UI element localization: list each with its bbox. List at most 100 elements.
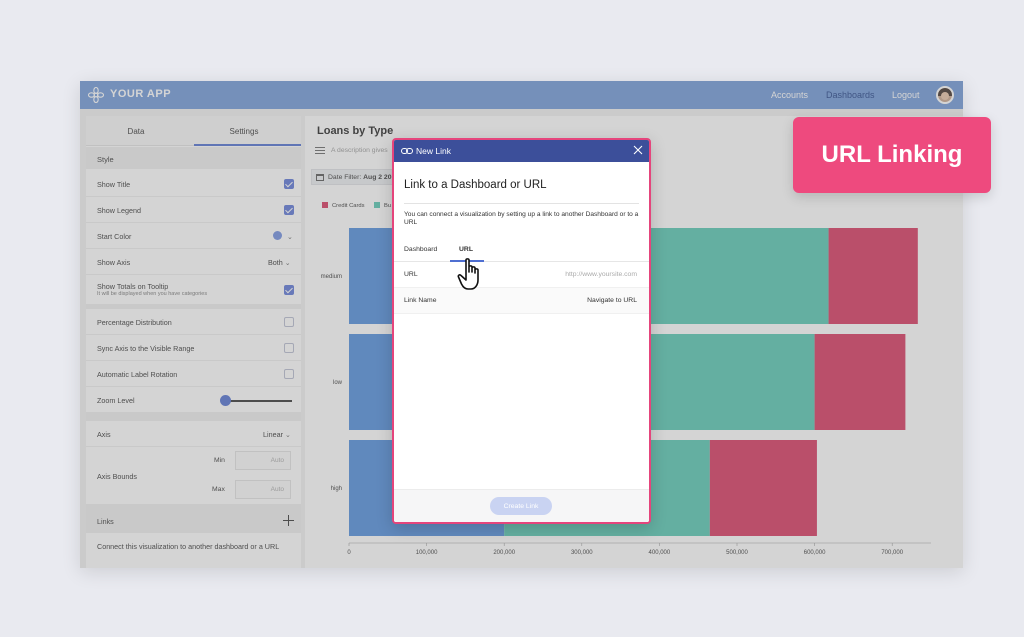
- sync-axis-label: Sync Axis to the Visible Range: [97, 344, 195, 353]
- url-linking-badge: URL Linking: [793, 117, 991, 193]
- description-input[interactable]: A description gives: [331, 147, 388, 154]
- settings-panel: Data Settings Style Show Title Show Lege…: [86, 116, 301, 568]
- close-icon[interactable]: [633, 145, 643, 155]
- modal-divider: [404, 203, 639, 204]
- link-name-label: Link Name: [404, 297, 437, 304]
- y-tick-label: low: [333, 380, 343, 386]
- show-axis-value: Both: [268, 258, 283, 267]
- percentage-checkbox[interactable]: [284, 317, 294, 327]
- legend-label: Bu: [384, 203, 392, 209]
- zoom-slider-track[interactable]: [226, 400, 292, 402]
- auto-rotation-checkbox[interactable]: [284, 369, 294, 379]
- tabs-divider: [394, 261, 649, 262]
- section-spacer: [86, 505, 301, 509]
- url-input[interactable]: http://www.yoursite.com: [565, 271, 637, 278]
- axis-label: Axis: [97, 430, 111, 439]
- link-name-input[interactable]: Navigate to URL: [587, 297, 637, 304]
- nav-logout[interactable]: Logout: [892, 90, 920, 100]
- show-totals-hint: It will be displayed when you have categ…: [97, 291, 208, 297]
- url-label: URL: [404, 271, 418, 278]
- show-legend-checkbox[interactable]: [284, 205, 294, 215]
- y-tick-label: medium: [321, 274, 342, 280]
- show-axis-dropdown[interactable]: Both ⌄: [268, 258, 291, 267]
- show-axis-row: Show Axis Both ⌄: [86, 249, 301, 275]
- date-filter-value: Aug 2 20: [363, 174, 392, 181]
- legend-swatch: [322, 202, 328, 208]
- style-section-header: Style: [86, 147, 301, 169]
- sync-axis-row: Sync Axis to the Visible Range: [86, 335, 301, 361]
- links-description: Connect this visualization to another da…: [97, 542, 280, 551]
- legend-item-bu: Bu: [374, 202, 391, 209]
- new-link-modal: New Link Link to a Dashboard or URL You …: [392, 138, 651, 524]
- avatar[interactable]: [936, 86, 954, 104]
- modal-description: You can connect a visualization by setti…: [404, 211, 639, 226]
- x-tick-label: 700,000: [881, 550, 903, 556]
- percentage-label: Percentage Distribution: [97, 318, 172, 327]
- legend-label: Credit Cards: [332, 203, 365, 209]
- show-totals-checkbox[interactable]: [284, 285, 294, 295]
- x-tick-label: 200,000: [493, 550, 515, 556]
- nav-accounts[interactable]: Accounts: [771, 90, 809, 100]
- axis-max-input[interactable]: Auto: [235, 480, 291, 499]
- tab-settings[interactable]: Settings: [229, 127, 259, 136]
- bar-medium-series-2: [828, 228, 918, 324]
- zoom-level-label: Zoom Level: [97, 396, 135, 405]
- modal-footer: Create Link: [394, 489, 649, 522]
- auto-rotation-row: Automatic Label Rotation: [86, 361, 301, 387]
- percentage-row: Percentage Distribution: [86, 309, 301, 335]
- zoom-level-row: Zoom Level: [86, 387, 301, 413]
- link-name-row: Link Name Navigate to URL: [394, 288, 649, 314]
- links-label: Links: [97, 517, 114, 526]
- bar-low-series-2: [814, 334, 906, 430]
- x-tick-label: 500,000: [726, 550, 748, 556]
- bar-high-series-2: [709, 440, 817, 536]
- x-tick-label: 400,000: [649, 550, 671, 556]
- section-spacer: [86, 413, 301, 421]
- chevron-down-icon[interactable]: ⌄: [287, 234, 293, 241]
- axis-row: Axis Linear ⌄: [86, 421, 301, 447]
- show-title-checkbox[interactable]: [284, 179, 294, 189]
- date-filter-label: Date Filter:: [328, 174, 362, 181]
- auto-rotation-label: Automatic Label Rotation: [97, 370, 178, 379]
- visualization-title: Loans by Type: [317, 125, 394, 137]
- top-navbar: YOUR APP Accounts Dashboards Logout: [80, 81, 963, 109]
- start-color-label: Start Color: [97, 232, 132, 241]
- axis-min-input[interactable]: Auto: [235, 451, 291, 470]
- tab-data[interactable]: Data: [127, 127, 145, 136]
- show-totals-row: Show Totals on Tooltip It will be displa…: [86, 275, 301, 305]
- modal-title: Link to a Dashboard or URL: [404, 179, 547, 191]
- show-totals-label: Show Totals on Tooltip: [97, 282, 169, 291]
- section-spacer: [86, 305, 301, 309]
- y-tick-label: high: [331, 486, 342, 492]
- add-link-plus-icon[interactable]: [283, 515, 294, 526]
- min-label: Min: [214, 457, 225, 464]
- color-picker-swatch[interactable]: [273, 231, 282, 240]
- nav-dashboards[interactable]: Dashboards: [826, 90, 875, 100]
- show-title-label: Show Title: [97, 180, 131, 189]
- tab-dashboard[interactable]: Dashboard: [404, 246, 438, 253]
- max-label: Max: [212, 486, 225, 493]
- panel-tabs: Data Settings: [86, 116, 301, 146]
- flower-logo-icon: [88, 87, 104, 103]
- zoom-slider-thumb[interactable]: [220, 395, 231, 406]
- create-link-button[interactable]: Create Link: [490, 497, 552, 515]
- start-color-row: Start Color ⌄: [86, 223, 301, 249]
- modal-header-title: New Link: [416, 146, 451, 156]
- axis-dropdown[interactable]: Linear ⌄: [263, 430, 291, 439]
- x-tick-label: 100,000: [416, 550, 438, 556]
- axis-bounds-row: Axis Bounds Min Auto Max Auto: [86, 447, 301, 505]
- hand-pointer-icon: [457, 258, 479, 290]
- menu-lines-icon: [315, 147, 325, 155]
- show-legend-row: Show Legend: [86, 197, 301, 223]
- links-description-row: Connect this visualization to another da…: [86, 533, 301, 559]
- x-tick-label: 300,000: [571, 550, 593, 556]
- links-header-row: Links: [86, 509, 301, 533]
- sync-axis-checkbox[interactable]: [284, 343, 294, 353]
- show-axis-label: Show Axis: [97, 258, 131, 267]
- axis-bounds-label: Axis Bounds: [97, 472, 137, 481]
- avatar-face: [941, 92, 949, 100]
- app-title: YOUR APP: [110, 88, 172, 100]
- show-legend-label: Show Legend: [97, 206, 141, 215]
- tab-url[interactable]: URL: [459, 246, 473, 253]
- url-field-row: URL http://www.yoursite.com: [394, 262, 649, 288]
